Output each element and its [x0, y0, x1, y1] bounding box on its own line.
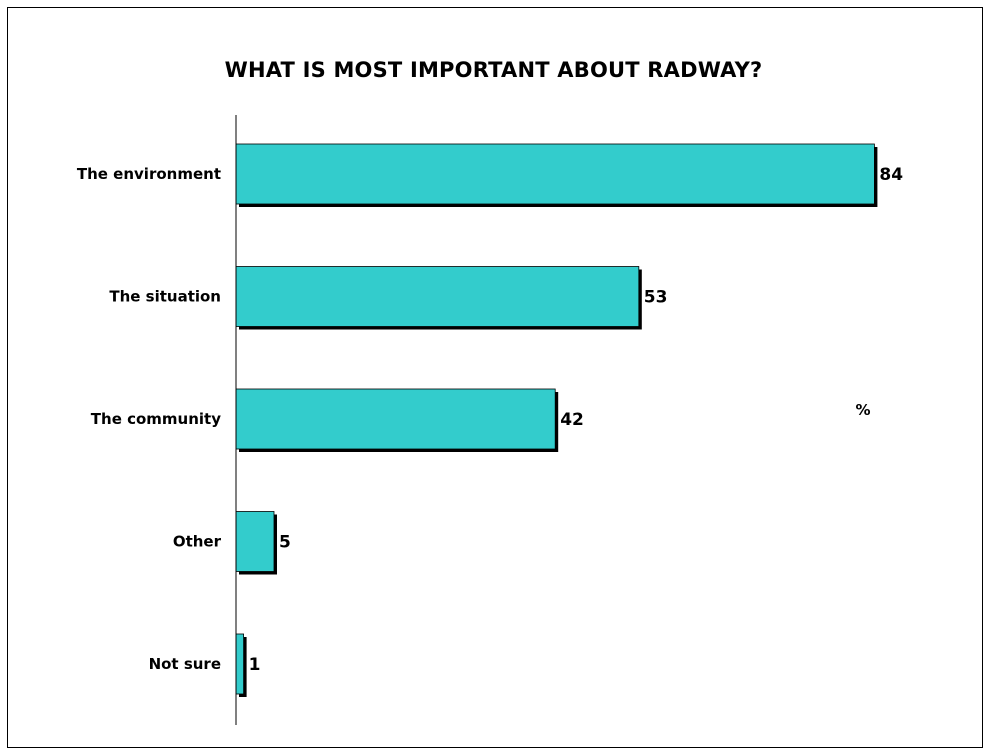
bar-not-sure — [235, 633, 244, 695]
bar-other — [235, 511, 275, 572]
value-label-not-sure: 1 — [249, 655, 261, 675]
bar-the-situation — [235, 266, 640, 327]
category-label-other: Other — [173, 533, 222, 551]
value-label-other: 5 — [279, 533, 291, 553]
chart-title: WHAT IS MOST IMPORTANT ABOUT RADWAY? — [224, 58, 763, 82]
category-label-the-environment: The environment — [77, 165, 221, 183]
value-label-the-situation: 53 — [644, 288, 668, 308]
chart-frame — [7, 7, 983, 748]
bars-layer — [235, 143, 878, 697]
category-label-the-situation: The situation — [109, 288, 221, 306]
category-label-not-sure: Not sure — [149, 655, 221, 673]
value-label-the-environment: 84 — [879, 165, 903, 185]
unit-label: % — [855, 401, 870, 419]
category-label-the-community: The community — [91, 410, 221, 428]
value-label-the-community: 42 — [560, 410, 584, 430]
labels-layer: The environment 84 The situation 53 The comm… — [77, 165, 903, 675]
bar-the-community — [235, 388, 556, 450]
bar-the-environment — [235, 143, 875, 205]
